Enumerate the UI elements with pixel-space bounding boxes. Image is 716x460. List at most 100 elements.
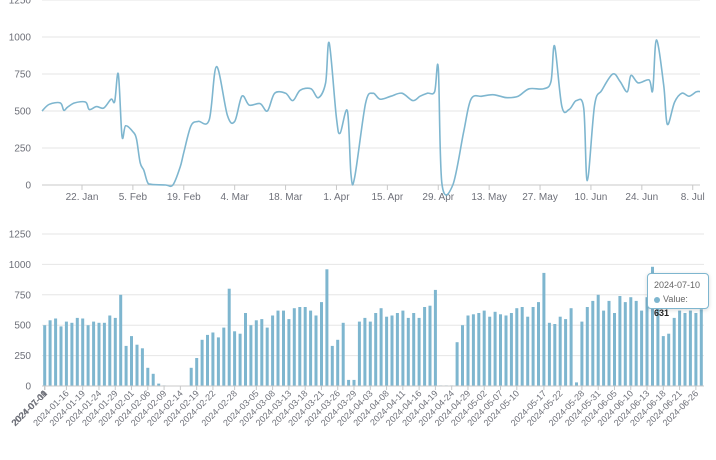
bar [233,331,237,386]
x-tick-label: 18. Mar [269,192,304,203]
bar [575,382,578,386]
x-tick-label: 24. Jun [625,192,658,203]
bar [547,322,551,386]
bar [238,333,242,386]
bar [265,327,269,386]
bar [211,332,215,386]
bar [385,316,389,386]
bar [254,320,258,386]
bar [363,317,367,386]
bar-chart: 0250500750100012502024-01-112024-01-1620… [9,230,704,428]
bar [488,316,492,386]
bar [222,327,226,386]
bar [428,305,432,386]
bar [325,269,329,386]
bar [151,373,155,386]
bar [146,367,150,386]
bar [661,336,665,386]
bar [591,300,595,386]
bar [482,310,486,386]
bar [309,310,313,386]
bar [493,311,497,386]
y-tick-label: 1250 [9,0,32,7]
tooltip: 2024-07-10 Value: 631 [647,273,709,318]
bar [504,315,508,386]
bar [102,322,106,386]
bar [276,310,280,386]
bar [54,318,58,386]
bar [417,317,421,386]
y-tick-label: 250 [14,144,31,155]
bar [124,345,128,386]
bar [542,272,546,386]
bar [216,337,220,386]
bar [314,315,318,386]
bar [227,288,231,386]
bar [374,313,378,386]
tooltip-row: Value: 631 [654,292,702,320]
y-tick-label: 500 [14,107,31,118]
bar [368,321,372,386]
tooltip-date: 2024-07-10 [654,280,701,290]
x-tick-label: 8. Jul [681,192,705,203]
bar [401,310,405,386]
bar [412,313,416,386]
bar [537,302,540,386]
bar [596,294,600,386]
bar [303,307,307,386]
bar [200,339,204,386]
bar [157,383,161,386]
bar [298,307,302,386]
bar [347,379,351,386]
bar [651,266,654,386]
bar [564,319,568,386]
x-tick-label: 22. Jan [66,192,99,203]
bar [70,322,74,386]
bar [352,379,356,386]
bar [320,302,323,386]
y-tick-label: 1000 [9,260,32,271]
x-tick-label: 4. Mar [221,192,250,203]
x-tick-label: 27. May [522,192,558,203]
tooltip-series-dot [654,296,660,303]
bar [678,310,682,386]
tooltip-label: Value: [663,294,688,304]
bar [656,300,660,386]
bar [558,316,562,386]
x-tick-label: 13. May [471,192,507,203]
bar [59,326,63,386]
x-tick-label: 19. Feb [167,192,201,203]
bar [423,307,427,386]
x-tick-label: 1. Apr [323,192,350,203]
bar [108,315,112,386]
bar [140,348,144,386]
bar [135,344,139,386]
bar [292,308,296,386]
bar [607,300,611,386]
bar [92,321,96,386]
bar [433,289,437,386]
bar [672,317,676,386]
x-tick-label: 5. Feb [119,192,148,203]
bar [466,315,470,386]
bar [585,307,589,386]
bar [640,310,644,386]
bar [509,313,513,386]
x-tick-label: 29. Apr [422,192,454,203]
bar [336,339,340,386]
bar [287,319,291,386]
bar [357,321,361,386]
bar [86,325,90,386]
tooltip-value: 631 [654,308,670,318]
y-tick-label: 750 [14,290,31,301]
bar [341,322,345,386]
bar [390,315,394,386]
bar [75,317,79,386]
bar [602,310,606,386]
bar [461,325,464,386]
bar [634,300,638,386]
x-tick-label: 10. Jun [575,192,608,203]
bar [406,317,410,386]
bar [48,320,52,386]
